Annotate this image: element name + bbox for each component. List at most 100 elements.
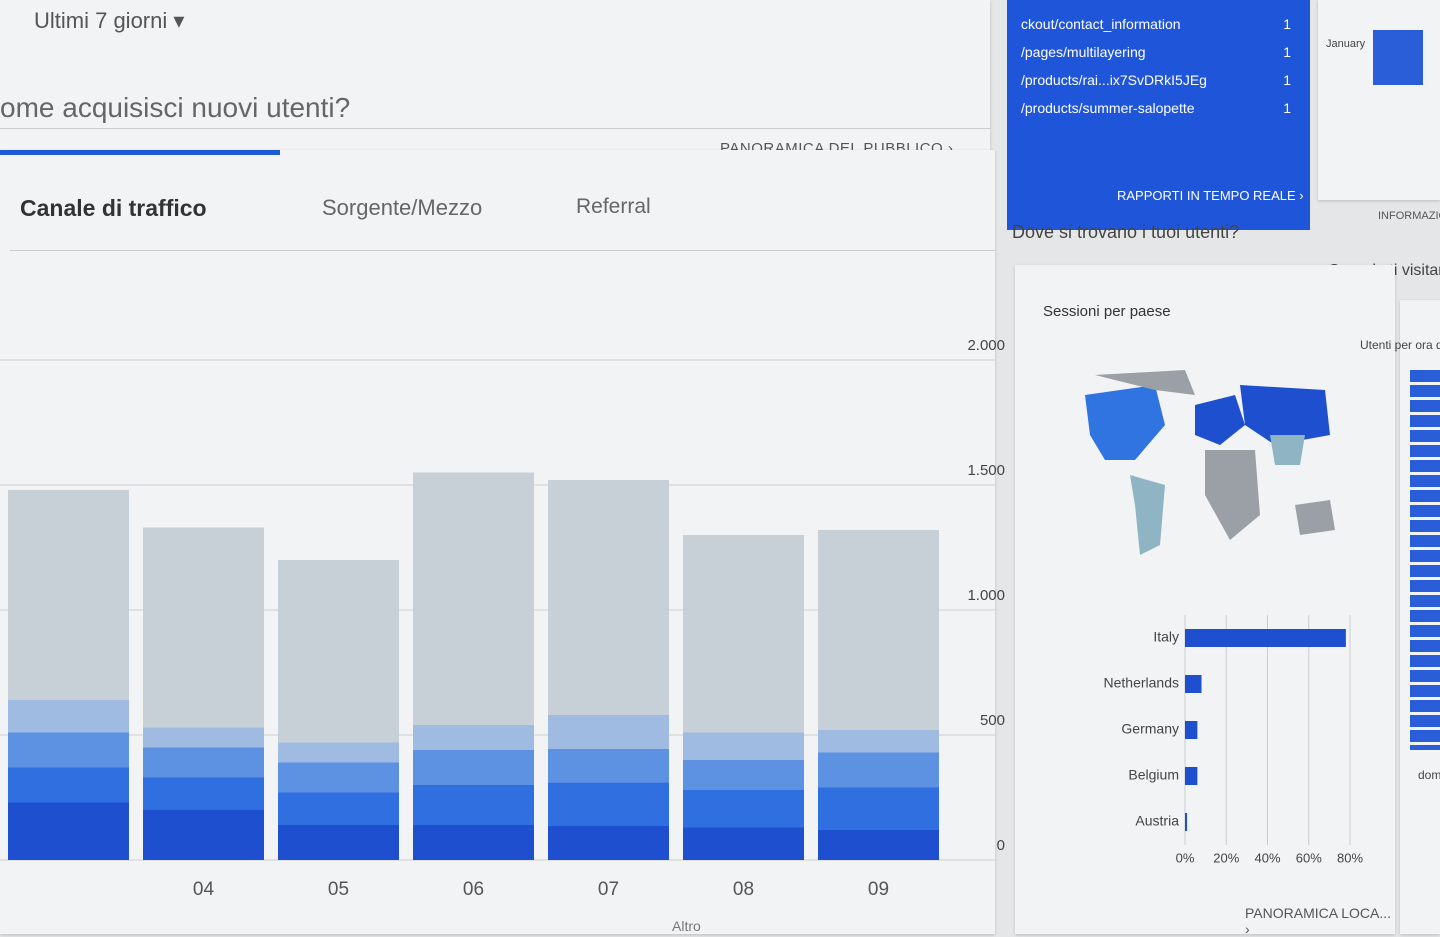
map-region <box>1205 450 1260 540</box>
location-card: Sessioni per paese 0% 20% 40% 60% 80% Italy Ne… <box>1015 265 1395 937</box>
hour-card: Utenti per ora del dom <box>1360 300 1440 934</box>
bar-segment <box>548 749 669 783</box>
map-region <box>1240 385 1330 445</box>
bar-segment <box>413 750 534 785</box>
x-tick-label: 04 <box>193 879 215 900</box>
bar-segment <box>548 480 669 715</box>
page-count: 1 <box>1283 16 1291 32</box>
bar-segment <box>278 792 399 825</box>
tab-indicator <box>0 150 280 155</box>
section-title: ome acquisisci nuovi utenti? <box>0 92 351 123</box>
bar-segment <box>683 790 804 828</box>
tab[interactable]: Sorgente/Mezzo <box>322 195 483 220</box>
bar-segment <box>278 560 399 743</box>
bar-segment <box>683 760 804 790</box>
bar-segment <box>278 762 399 793</box>
x-tick-label: 07 <box>598 879 619 900</box>
bar <box>1185 767 1198 785</box>
bar-segment <box>548 782 669 826</box>
bar <box>1185 629 1346 647</box>
x-tick-label: 40% <box>1254 850 1280 865</box>
page-path: /products/rai...ix7SvDRkI5JEg <box>1021 72 1207 88</box>
category-label: Italy <box>1153 629 1179 645</box>
bar-segment <box>683 732 804 760</box>
realtime-card: ckout/contact_information 1/pages/multila… <box>1007 0 1310 230</box>
bar-segment <box>683 535 804 733</box>
category-label: Germany <box>1121 721 1179 737</box>
bar-segment <box>143 810 264 860</box>
location-link[interactable]: PANORAMICA LOCA... › <box>1245 905 1391 937</box>
location-question: Dove si trovano i tuoi utenti? <box>1012 222 1240 242</box>
map-region <box>1195 395 1245 445</box>
tab[interactable]: Referral <box>576 195 651 218</box>
bar-segment <box>278 742 399 763</box>
map-region <box>1270 435 1305 465</box>
side-card: January INFORMAZIO <box>1318 0 1440 222</box>
bar-segment <box>278 825 399 860</box>
bar-segment <box>143 527 264 728</box>
map-region <box>1095 370 1195 395</box>
y-tick-label: 1.500 <box>967 462 1005 479</box>
divider <box>0 128 990 129</box>
realtime-link-text: RAPPORTI IN TEMPO REALE <box>1117 188 1296 203</box>
heatmap <box>1410 370 1440 750</box>
map-region <box>1295 500 1335 535</box>
date-range[interactable]: Ultimi 7 giorni ▾ <box>34 8 185 33</box>
y-tick-label: 0 <box>997 837 1005 854</box>
hour-subtitle: Utenti per ora del <box>1360 338 1440 352</box>
y-tick-label: 1.000 <box>967 587 1005 604</box>
realtime-link[interactable]: RAPPORTI IN TEMPO REALE › <box>1117 188 1304 203</box>
realtime-row: /products/summer-salopette 1 <box>1021 94 1291 122</box>
x-tick-label: 06 <box>463 879 484 900</box>
bar-segment <box>143 747 264 778</box>
x-tick-label: 09 <box>868 879 889 900</box>
page-count: 1 <box>1283 72 1291 88</box>
bar-segment <box>143 777 264 810</box>
bar-segment <box>8 732 129 768</box>
bar-segment <box>683 827 804 860</box>
divider <box>10 250 995 251</box>
bar-segment <box>413 825 534 860</box>
bar <box>1185 675 1202 693</box>
page-count: 1 <box>1283 44 1291 60</box>
realtime-row: ckout/contact_information 1 <box>1021 10 1291 38</box>
bar-segment <box>548 826 669 860</box>
bar-segment <box>818 730 939 753</box>
map-region <box>1085 385 1165 460</box>
info-link[interactable]: INFORMAZIO <box>1378 210 1440 222</box>
bar-segment <box>548 715 669 749</box>
day: dom <box>1418 768 1440 782</box>
x-tick-label: 08 <box>733 879 754 900</box>
cohort-cell <box>1373 30 1423 85</box>
bar-segment <box>8 490 129 700</box>
page-path: /pages/multilayering <box>1021 44 1146 60</box>
bar-segment <box>8 700 129 733</box>
bar-segment <box>818 830 939 860</box>
location-link-text: PANORAMICA LOCA... <box>1245 905 1391 921</box>
realtime-list: ckout/contact_information 1/pages/multila… <box>1021 10 1291 122</box>
bar-segment <box>818 787 939 830</box>
bar-segment <box>818 530 939 730</box>
bar-segment <box>413 785 534 825</box>
world-map <box>1085 370 1335 555</box>
bar-segment <box>8 802 129 860</box>
y-tick-label: 2.000 <box>967 337 1005 354</box>
x-tick-label: 60% <box>1296 850 1322 865</box>
x-tick-label: 0% <box>1176 850 1195 865</box>
page-path: ckout/contact_information <box>1021 16 1181 32</box>
page-path: /products/summer-salopette <box>1021 100 1195 116</box>
tab[interactable]: Canale di traffico <box>20 195 207 221</box>
realtime-row: /products/rai...ix7SvDRkI5JEg 1 <box>1021 66 1291 94</box>
x-tick-label: 20% <box>1213 850 1239 865</box>
bar-segment <box>413 725 534 750</box>
date-range-text: Ultimi 7 giorni <box>34 8 168 33</box>
bar <box>1185 813 1188 831</box>
bar <box>1185 721 1198 739</box>
chart-title: Sessioni per paese <box>1043 303 1171 320</box>
map-region <box>1130 475 1165 555</box>
bar-segment <box>143 727 264 748</box>
y-tick-label: 500 <box>980 712 1005 729</box>
month: January <box>1326 38 1366 50</box>
